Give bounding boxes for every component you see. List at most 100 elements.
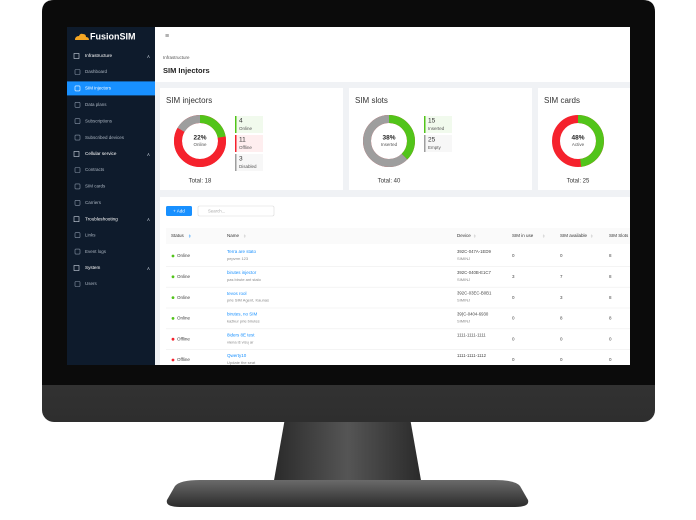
row-in-use: 0 <box>512 253 515 258</box>
table-panel <box>160 197 630 365</box>
menu-item[interactable]: Contracts <box>85 167 105 172</box>
menu-item[interactable]: Dashboard <box>85 69 108 74</box>
chevron: ˄ <box>147 54 150 60</box>
donut-segment <box>174 115 226 167</box>
row-device-kind: SIMINJ <box>457 256 470 261</box>
column-header[interactable]: Device <box>457 233 471 238</box>
card-total: Total: 40 <box>378 179 401 185</box>
sidebar <box>67 27 155 365</box>
page-header <box>155 27 630 82</box>
row-name[interactable]: birutes injector <box>227 270 257 275</box>
legend-value: 4 <box>239 118 243 125</box>
breadcrumb[interactable]: Infrastructure <box>163 55 190 60</box>
legend-label: Inserted <box>428 126 445 131</box>
menu-icon <box>74 232 81 238</box>
column-header[interactable]: SIM in use <box>512 233 534 238</box>
row-note: viena iš visų ar <box>227 339 254 344</box>
legend-label: Disabled <box>239 164 257 169</box>
row-name[interactable]: tevos rool <box>227 291 247 296</box>
menu-group[interactable]: System <box>85 265 100 270</box>
card-total: Total: 18 <box>189 179 212 185</box>
sort-icon: ⇕ <box>590 234 593 239</box>
row-device-kind: SIMINJ <box>457 318 470 323</box>
row-in-use: 0 <box>512 357 515 362</box>
page-title: SIM Injectors <box>163 66 210 75</box>
menu-item[interactable]: Users <box>85 281 98 286</box>
chevron: ˄ <box>147 152 150 158</box>
column-header[interactable]: Name <box>227 233 240 238</box>
donut-segment <box>174 115 226 167</box>
row-in-use: 0 <box>512 316 515 321</box>
column-header[interactable]: Status <box>171 233 185 238</box>
legend-label: Empty <box>428 145 442 150</box>
row-available: 7 <box>560 274 563 279</box>
row-device-kind: SIMINJ <box>457 277 470 282</box>
row-device: 1111-1111-1112 <box>457 353 487 358</box>
search-placeholder[interactable]: Search... <box>208 209 225 214</box>
menu-item[interactable]: Data plans <box>85 102 107 107</box>
add-button-label[interactable]: + Add <box>173 209 185 214</box>
row-device: 392C-040B-E1C7 <box>457 270 492 275</box>
sort-icon: ⇕ <box>188 234 191 239</box>
row-note: Update the seat <box>227 360 256 365</box>
menu-item[interactable]: SIM cards <box>85 184 106 189</box>
status-dot <box>171 275 175 279</box>
status: Offline <box>177 336 190 341</box>
menu-icon <box>74 85 81 92</box>
menu-item[interactable]: Subscribed devices <box>85 135 125 140</box>
group-icon <box>73 265 80 271</box>
row-note: prie SIM Agent, Kaunas <box>227 298 269 303</box>
menu-icon <box>74 69 81 75</box>
row-name[interactable]: birutes, no SIM <box>227 312 258 317</box>
donut-segment <box>363 115 415 167</box>
menu-icon <box>74 200 81 206</box>
card-title: SIM slots <box>355 96 388 105</box>
row-name[interactable]: 8iders 8E test <box>227 332 255 337</box>
menu-group[interactable]: Infrastructure <box>85 53 113 58</box>
column-header[interactable]: SIM Slots <box>609 233 629 238</box>
row-note: kažkur prie birutes <box>227 318 260 323</box>
card-title: SIM injectors <box>166 96 212 105</box>
legend-label: Offline <box>239 145 252 150</box>
row-in-use: 0 <box>512 336 515 341</box>
donut-percent: 48% <box>571 135 584 142</box>
row-slots: 0 <box>609 357 612 362</box>
menu-group[interactable]: Cellular service <box>85 151 117 156</box>
menu-group[interactable]: Troubleshooting <box>85 216 118 221</box>
row-slots: 8 <box>609 253 612 258</box>
row-note: pas birute ant stalo <box>227 277 262 282</box>
status: Offline <box>177 357 190 362</box>
screen: ≡ FusionSIM Infrastructure SIM Injectors… <box>67 27 630 365</box>
legend-value: 15 <box>428 118 436 125</box>
donut-percent: 22% <box>193 135 206 142</box>
group-icon <box>73 53 80 59</box>
search-box[interactable] <box>197 205 275 217</box>
status-dot <box>171 317 175 320</box>
row-available: 0 <box>560 357 563 362</box>
menu-icon <box>74 281 81 287</box>
row-name[interactable]: Terra are stato <box>227 249 257 254</box>
menu-item[interactable]: Links <box>85 232 96 237</box>
stand-neck <box>273 418 422 486</box>
status-dot <box>171 296 175 299</box>
menu-icon[interactable]: ≡ <box>165 33 169 40</box>
menu-item[interactable]: SIM injectors <box>85 86 112 91</box>
menu-icon <box>74 183 81 190</box>
menu-icon <box>74 134 81 141</box>
menu-item[interactable]: Event logs <box>85 249 107 254</box>
row-in-use: 3 <box>512 274 515 279</box>
menu-item[interactable]: Subscriptions <box>85 118 113 123</box>
logo[interactable]: FusionSIM <box>90 31 136 41</box>
add-button[interactable] <box>166 206 192 216</box>
row-available: 3 <box>560 295 563 300</box>
row-device: 392C-03EC-B0B1 <box>457 291 492 296</box>
row-name[interactable]: Qwerty10 <box>227 353 247 358</box>
group-icon <box>73 151 80 157</box>
chevron: ˄ <box>147 218 150 224</box>
menu-item[interactable]: Carriers <box>85 200 102 205</box>
status-dot <box>171 337 175 341</box>
column-header[interactable]: SIM available <box>560 233 588 238</box>
row-device: 1111-1111-1111 <box>457 332 486 337</box>
